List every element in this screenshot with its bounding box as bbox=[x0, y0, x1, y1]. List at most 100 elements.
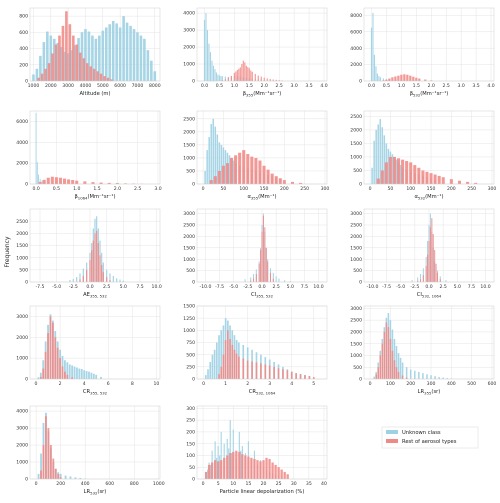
rest-aerosol-bar bbox=[42, 368, 45, 379]
rest-aerosol-bar bbox=[214, 460, 217, 479]
unknown-class-bar bbox=[409, 369, 412, 379]
unknown-class-bar bbox=[417, 277, 419, 282]
unknown-class-bar bbox=[32, 74, 35, 81]
rest-aerosol-bar bbox=[56, 347, 59, 379]
rest-aerosol-bar bbox=[50, 176, 54, 184]
rest-aerosol-bar bbox=[278, 178, 282, 184]
rest-aerosol-bar bbox=[299, 374, 302, 379]
unknown-class-bar bbox=[80, 368, 83, 379]
plot-frame bbox=[29, 208, 161, 283]
rest-aerosol-bar bbox=[250, 457, 253, 479]
x-tick-label: -5.0 bbox=[396, 284, 405, 290]
unknown-class-bar bbox=[209, 52, 212, 81]
rest-aerosol-bar bbox=[251, 71, 253, 81]
rest-aerosol-bar bbox=[227, 330, 229, 379]
y-tick-label: 0 bbox=[192, 280, 195, 286]
unknown-class-bar bbox=[220, 144, 223, 184]
plot-frame bbox=[29, 110, 161, 185]
y-tick-label: 0 bbox=[359, 280, 362, 286]
rest-aerosol-bar bbox=[397, 371, 400, 379]
y-tick-label: 3000 bbox=[183, 211, 195, 217]
rest-aerosol-bar bbox=[412, 76, 415, 81]
y-tick-label: 300 bbox=[186, 406, 195, 412]
unknown-class-bar bbox=[80, 32, 84, 81]
x-tick-label: 4 bbox=[290, 381, 293, 387]
rest-aerosol-bar bbox=[405, 377, 408, 379]
rest-aerosol-bar bbox=[281, 80, 283, 81]
y-tick-label: 2500 bbox=[350, 223, 362, 229]
rest-aerosol-bar bbox=[86, 269, 88, 282]
rest-aerosol-bar bbox=[254, 157, 258, 184]
x-tick-label: 4 bbox=[83, 381, 86, 387]
x-tick-label: 10.0 bbox=[313, 284, 323, 290]
unknown-class-bar bbox=[39, 178, 41, 184]
unknown-class-bar bbox=[218, 335, 220, 379]
x-axis-label-main: α bbox=[414, 194, 418, 200]
unknown-class-bar bbox=[116, 278, 118, 282]
unknown-class-bar bbox=[373, 140, 375, 184]
x-axis-label-main: AE bbox=[83, 292, 90, 298]
x-tick-label: 1000 bbox=[153, 481, 165, 487]
unknown-class-bar bbox=[378, 76, 380, 81]
y-tick-label: 2000 bbox=[350, 234, 362, 240]
rest-aerosol-bar bbox=[47, 428, 50, 479]
plot-frame bbox=[363, 208, 495, 283]
unknown-class-bar bbox=[74, 477, 77, 479]
x-tick-label: 10 bbox=[153, 381, 159, 387]
y-tick-label: 0 bbox=[25, 377, 28, 383]
rest-aerosol-bar bbox=[239, 67, 241, 81]
x-tick-label: 2.0 bbox=[428, 83, 435, 89]
y-tick-label: 2000 bbox=[350, 62, 362, 68]
rest-aerosol-bar bbox=[422, 275, 424, 282]
unknown-class-bar bbox=[272, 272, 274, 282]
x-tick-label: 5 bbox=[312, 381, 315, 387]
rest-aerosol-bar bbox=[260, 76, 262, 81]
unknown-class-bar bbox=[106, 269, 108, 282]
y-tick-label: 1000 bbox=[350, 257, 362, 263]
unknown-class-bar bbox=[446, 378, 449, 379]
y-tick-label: 2000 bbox=[16, 161, 28, 167]
unknown-class-bar bbox=[91, 35, 94, 81]
rest-aerosol-bar bbox=[433, 174, 437, 184]
panel-12: 0 100 200 300 400 500 600 0 500 1000 1500 2000 2500 3… bbox=[350, 305, 496, 395]
rest-aerosol-bar bbox=[435, 263, 437, 282]
rest-aerosol-bar bbox=[46, 177, 50, 184]
rest-aerosol-bar bbox=[434, 250, 436, 282]
y-tick-label: 1500 bbox=[16, 243, 28, 249]
unknown-class-bar bbox=[104, 27, 108, 81]
unknown-class-bar bbox=[216, 342, 218, 379]
unknown-class-bar bbox=[213, 349, 216, 379]
unknown-class-bar bbox=[73, 366, 76, 379]
rest-aerosol-bar bbox=[217, 170, 221, 184]
rest-aerosol-bar bbox=[280, 469, 283, 479]
y-tick-label: 4000 bbox=[16, 409, 28, 415]
panel-6: 0 50 100 150 200 250 300 0 500 1000 1500 2000 2500 α5… bbox=[350, 110, 496, 200]
rest-aerosol-bar bbox=[251, 361, 253, 379]
rest-aerosol-bar bbox=[257, 75, 259, 81]
rest-aerosol-bar bbox=[49, 316, 52, 379]
x-tick-label: 0 bbox=[369, 186, 372, 192]
rest-aerosol-bar bbox=[418, 78, 421, 81]
rest-aerosol-bar bbox=[273, 366, 275, 379]
rest-aerosol-bar bbox=[388, 78, 391, 81]
rest-aerosol-bar bbox=[253, 458, 256, 479]
rest-aerosol-bar bbox=[57, 473, 60, 479]
rest-aerosol-bar bbox=[236, 69, 238, 81]
rest-aerosol-bar bbox=[230, 157, 234, 184]
rest-aerosol-bar bbox=[395, 367, 398, 379]
x-axis-label-main: LR bbox=[418, 389, 425, 395]
rest-aerosol-bar bbox=[263, 77, 265, 81]
x-axis-label-main: LR bbox=[84, 489, 91, 495]
rest-aerosol-bar bbox=[47, 333, 49, 379]
y-tick-label: 500 bbox=[186, 169, 195, 175]
x-tick-label: 0 bbox=[35, 381, 38, 387]
rest-aerosol-bar bbox=[79, 279, 81, 282]
rest-aerosol-bar bbox=[254, 73, 256, 81]
unknown-class-bar bbox=[217, 74, 219, 81]
rest-aerosol-bar bbox=[269, 272, 272, 282]
unknown-class-bar bbox=[278, 278, 280, 282]
x-tick-label: 400 bbox=[81, 481, 90, 487]
y-tick-label: 500 bbox=[19, 267, 28, 273]
unknown-class-bar bbox=[122, 16, 125, 81]
unknown-class-bar bbox=[419, 274, 422, 282]
